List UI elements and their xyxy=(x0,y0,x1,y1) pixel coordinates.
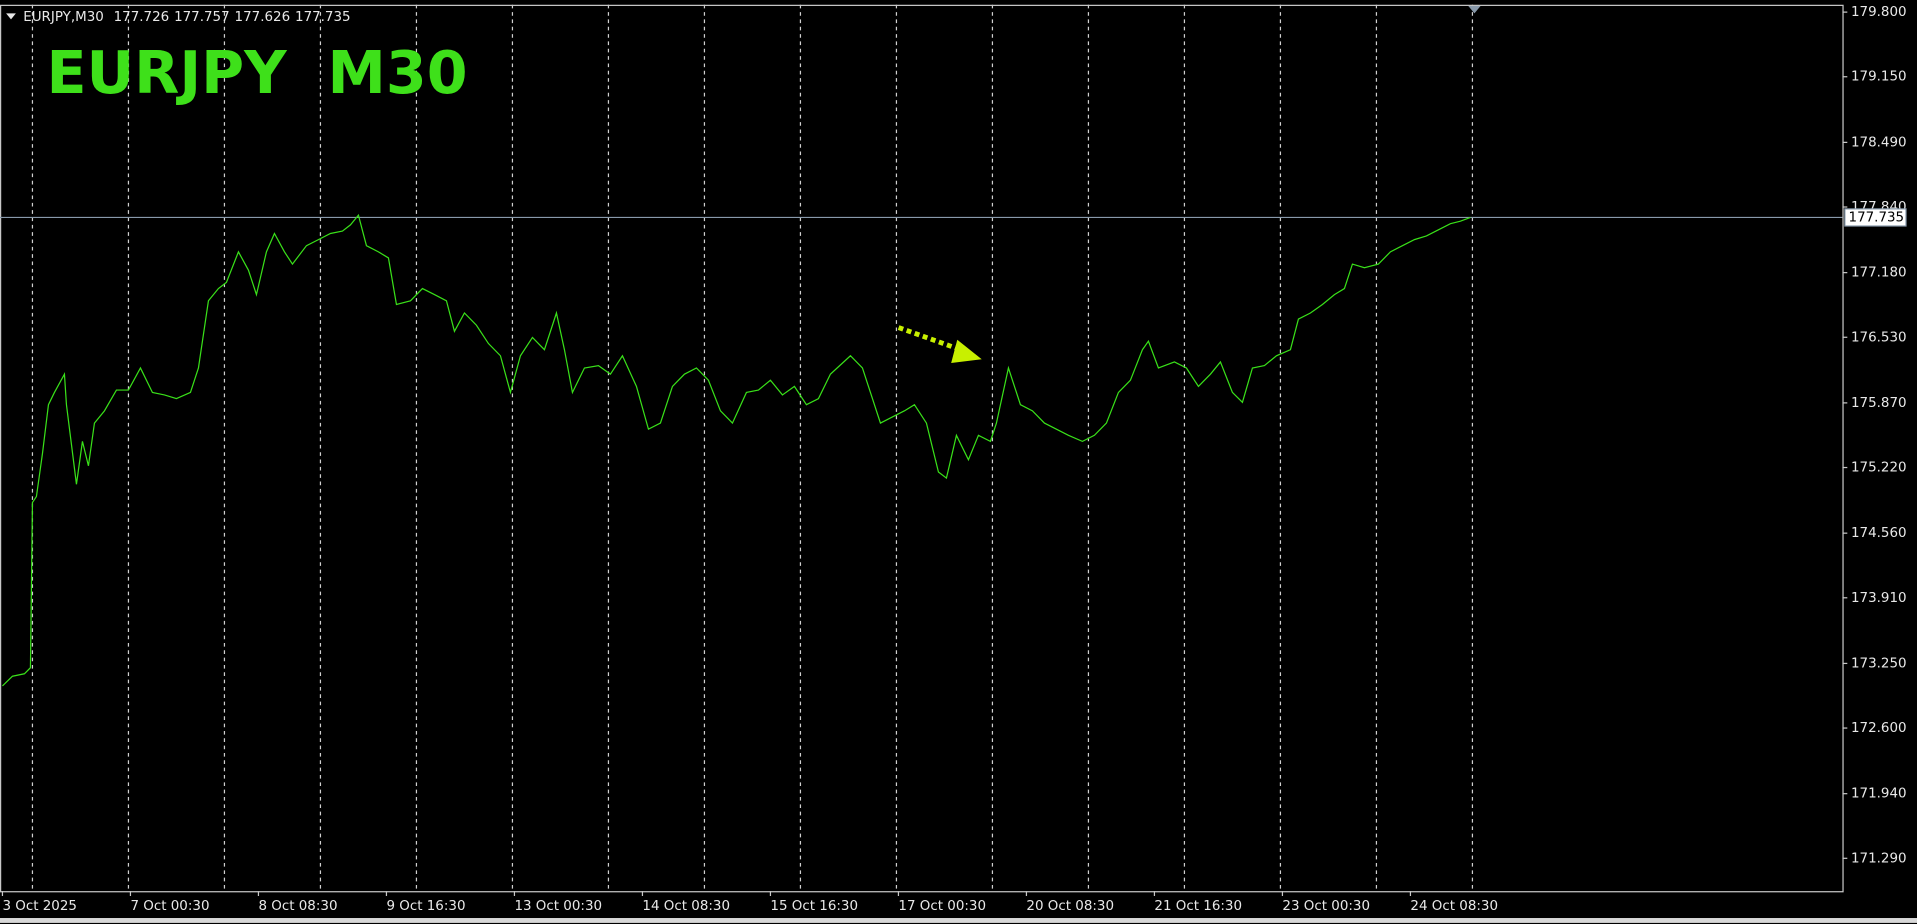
x-tick-label: 13 Oct 00:30 xyxy=(514,899,602,914)
header-value: 177.757 xyxy=(174,10,230,25)
shift-marker xyxy=(1468,5,1481,14)
y-tick-label: 178.490 xyxy=(1851,135,1907,150)
header-text: EURJPY,M30 177.726 177.757 177.626 177.735 xyxy=(23,10,350,25)
header-symbol: EURJPY,M30 xyxy=(23,10,104,25)
price-line xyxy=(2,213,1471,687)
x-tick-label: 20 Oct 08:30 xyxy=(1026,899,1114,914)
last-price-label: 177.735 xyxy=(1849,210,1905,225)
plot-frame xyxy=(0,4,1844,893)
x-tick-label: 7 Oct 00:30 xyxy=(130,899,209,914)
y-tick-label: 175.870 xyxy=(1851,396,1907,411)
x-tick-label: 21 Oct 16:30 xyxy=(1154,899,1242,914)
menu-triangle xyxy=(6,13,16,20)
y-tick-label: 176.530 xyxy=(1851,330,1907,345)
header-value: 177.735 xyxy=(295,10,351,25)
last-price-box xyxy=(1844,208,1907,227)
y-tick-label: 179.150 xyxy=(1851,70,1907,85)
y-tick-label: 173.250 xyxy=(1851,656,1907,671)
y-tick-label: 177.180 xyxy=(1851,266,1907,281)
y-tick-label: 171.290 xyxy=(1851,851,1907,866)
y-tick-label: 172.600 xyxy=(1851,721,1907,736)
y-tick-label: 173.910 xyxy=(1851,591,1907,606)
y-tick-label: 179.800 xyxy=(1851,5,1907,20)
arrow-annotation xyxy=(897,325,982,363)
y-tick-label: 174.560 xyxy=(1851,526,1907,541)
x-tick-label: 8 Oct 08:30 xyxy=(258,899,337,914)
y-tick-label: 171.940 xyxy=(1851,787,1907,802)
x-tick-label: 9 Oct 16:30 xyxy=(386,899,465,914)
x-tick-label: 14 Oct 08:30 xyxy=(642,899,730,914)
header-value: 177.726 xyxy=(114,10,170,25)
arrow-head xyxy=(951,339,982,363)
header-value: 177.626 xyxy=(235,10,291,25)
x-tick-label: 24 Oct 08:30 xyxy=(1410,899,1498,914)
x-tick-label: 17 Oct 00:30 xyxy=(898,899,986,914)
arrow-shaft xyxy=(897,325,965,354)
y-tick-label: 175.220 xyxy=(1851,461,1907,476)
chart-title: EURJPY M30 xyxy=(46,39,467,107)
x-tick-label: 23 Oct 00:30 xyxy=(1282,899,1370,914)
tab-strip xyxy=(0,918,1917,923)
x-tick-label: 3 Oct 2025 xyxy=(2,899,77,914)
x-tick-label: 15 Oct 16:30 xyxy=(770,899,858,914)
